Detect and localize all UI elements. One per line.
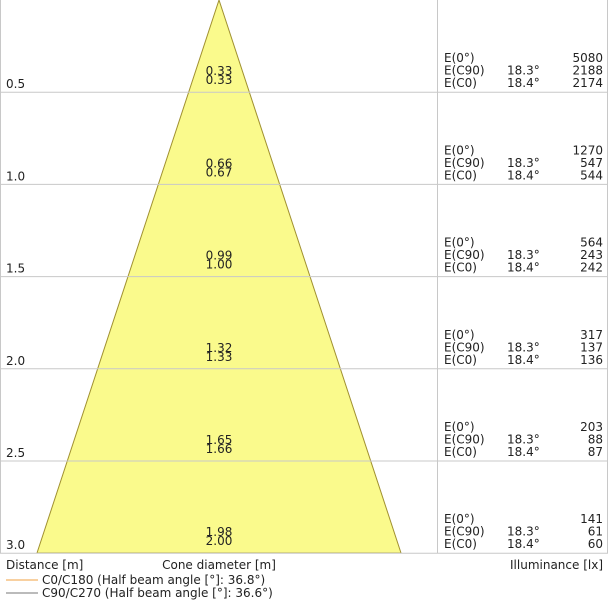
illuminance-value: 2188 <box>572 64 603 78</box>
cone-diameter: 1.33 <box>206 350 233 364</box>
beam-angle: 18.3° <box>507 433 540 447</box>
illuminance-value: 137 <box>580 340 603 354</box>
illuminance-label: E(0°) <box>444 236 475 250</box>
cone-diameter: 1.00 <box>206 258 233 272</box>
illuminance-value: 87 <box>588 445 603 459</box>
beam-angle: 18.3° <box>507 156 540 170</box>
cone-diameter: 0.66 <box>206 156 233 170</box>
illuminance-label: E(C0) <box>444 168 477 182</box>
cone-diameter: 0.33 <box>206 64 233 78</box>
illuminance-label: E(C0) <box>444 261 477 275</box>
illuminance-label: E(0°) <box>444 143 475 157</box>
cone-diameter: 1.65 <box>206 433 233 447</box>
illuminance-label: E(C90) <box>444 433 485 447</box>
illuminance-label: E(0°) <box>444 420 475 434</box>
footer-label: Distance [m] <box>6 558 83 572</box>
illuminance-label: E(0°) <box>444 51 475 65</box>
beam-angle: 18.3° <box>507 248 540 262</box>
illuminance-value: 60 <box>588 537 603 551</box>
illuminance-value: 242 <box>580 261 603 275</box>
distance-label: 1.5 <box>6 262 25 276</box>
illuminance-value: 564 <box>580 236 603 250</box>
illuminance-label: E(C0) <box>444 445 477 459</box>
beam-angle: 18.4° <box>507 537 540 551</box>
illuminance-value: 317 <box>580 328 603 342</box>
illuminance-value: 544 <box>580 168 603 182</box>
illuminance-value: 547 <box>580 156 603 170</box>
cone-diameter: 1.98 <box>206 525 233 539</box>
illuminance-label: E(C90) <box>444 156 485 170</box>
illuminance-value: 88 <box>588 433 603 447</box>
footer-label: Illuminance [lx] <box>510 558 603 572</box>
illuminance-label: E(0°) <box>444 512 475 526</box>
illuminance-value: 61 <box>588 525 603 539</box>
legend-label: C0/C180 (Half beam angle [°]: 36.8°) <box>42 573 265 587</box>
illuminance-value: 1270 <box>572 143 603 157</box>
footer-label: Cone diameter [m] <box>162 558 276 572</box>
beam-angle: 18.4° <box>507 261 540 275</box>
cone-diameter: 0.99 <box>206 249 233 263</box>
beam-angle: 18.3° <box>507 64 540 78</box>
cone-diameter: 0.33 <box>206 73 233 87</box>
cone-diameter: 2.00 <box>206 534 233 548</box>
beam-angle: 18.3° <box>507 340 540 354</box>
illuminance-label: E(C90) <box>444 340 485 354</box>
illuminance-value: 203 <box>580 420 603 434</box>
distance-label: 2.0 <box>6 354 25 368</box>
illuminance-value: 2174 <box>572 76 603 90</box>
cone-diameter: 1.32 <box>206 341 233 355</box>
illuminance-label: E(C0) <box>444 537 477 551</box>
beam-angle: 18.4° <box>507 76 540 90</box>
legend-label: C90/C270 (Half beam angle [°]: 36.6°) <box>42 586 273 600</box>
distance-label: 2.5 <box>6 446 25 460</box>
illuminance-value: 141 <box>580 512 603 526</box>
illuminance-label: E(0°) <box>444 328 475 342</box>
illuminance-value: 243 <box>580 248 603 262</box>
illuminance-label: E(C90) <box>444 64 485 78</box>
illuminance-label: E(C0) <box>444 76 477 90</box>
beam-angle: 18.4° <box>507 353 540 367</box>
illuminance-label: E(C0) <box>444 353 477 367</box>
cone-diameter: 1.66 <box>206 442 233 456</box>
beam-angle: 18.3° <box>507 525 540 539</box>
illuminance-value: 136 <box>580 353 603 367</box>
beam-angle: 18.4° <box>507 168 540 182</box>
distance-label: 3.0 <box>6 538 25 552</box>
illuminance-label: E(C90) <box>444 525 485 539</box>
cone-diameter: 0.67 <box>206 165 233 179</box>
illuminance-value: 5080 <box>572 51 603 65</box>
distance-label: 1.0 <box>6 169 25 183</box>
distance-label: 0.5 <box>6 77 25 91</box>
illuminance-label: E(C90) <box>444 248 485 262</box>
beam-angle: 18.4° <box>507 445 540 459</box>
